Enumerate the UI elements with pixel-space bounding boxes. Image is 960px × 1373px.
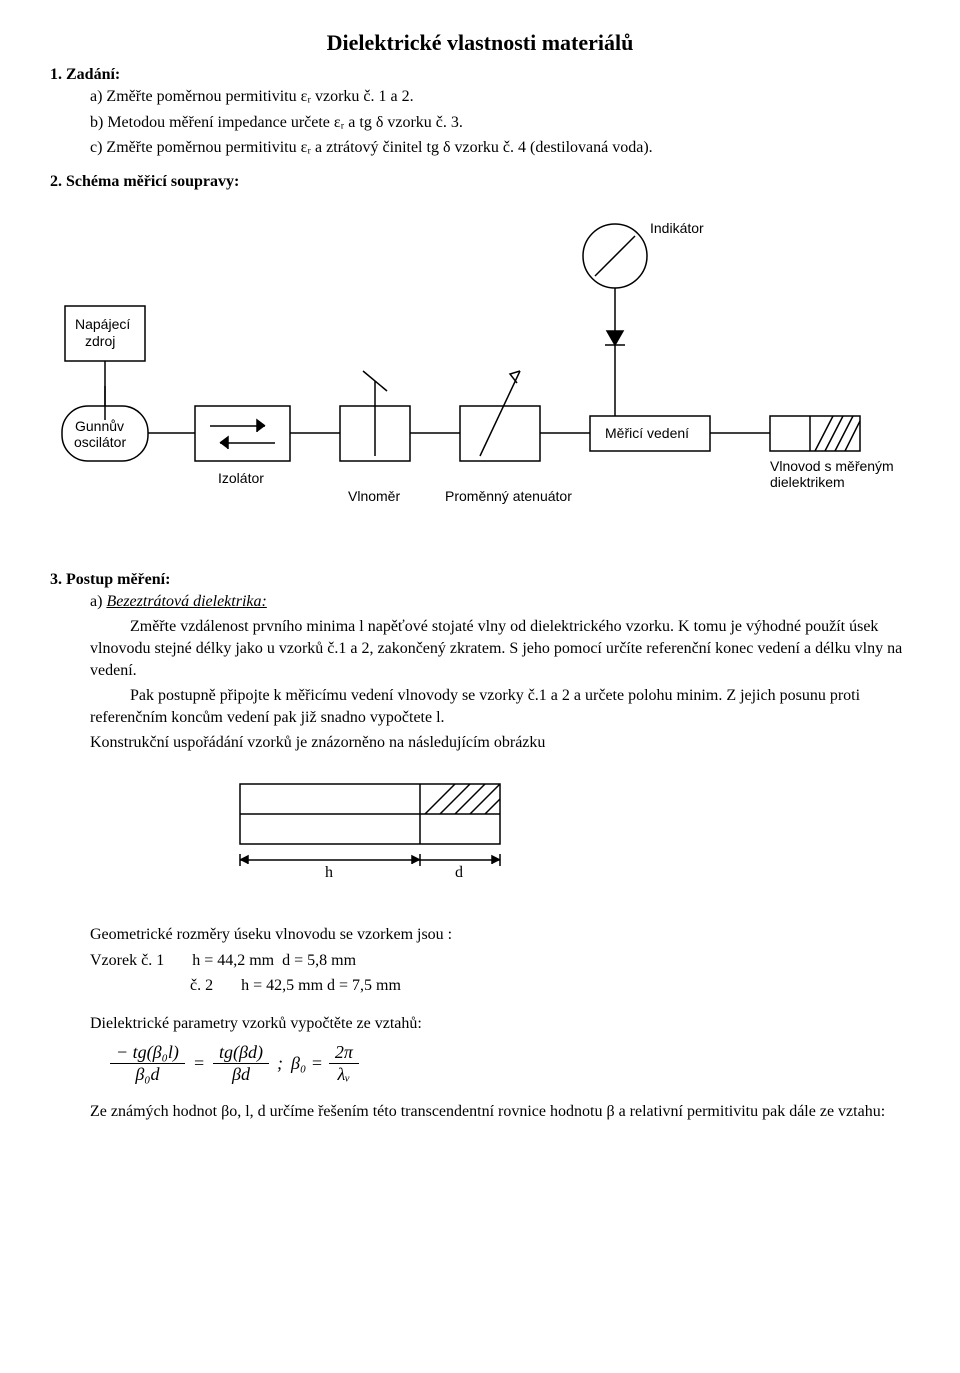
eq-lhs-num: − tg(β₀l) (110, 1042, 185, 1064)
label-vlnomer: Vlnoměr (348, 488, 400, 504)
eq-b0-den: λᵥ (331, 1064, 356, 1085)
section3-p2: Pak postupně připojte k měřicímu vedení … (50, 685, 910, 728)
eq-b0-num: 2π (329, 1042, 359, 1064)
label-izolator: Izolátor (218, 470, 264, 486)
section2-heading: 2. Schéma měřicí soupravy: (50, 173, 910, 191)
label-gunn-1: Gunnův (75, 418, 124, 434)
dim-d: d (455, 864, 463, 881)
eq-b0: β₀ = (291, 1053, 323, 1074)
section3-a-label: a) (90, 593, 102, 610)
equation-intro: Dielektrické parametry vzorků vypočtěte … (50, 1013, 910, 1035)
page-title: Dielektrické vlastnosti materiálů (50, 30, 910, 56)
section3-heading: 3. Postup měření: (50, 571, 910, 589)
geometry-row2: č. 2 h = 42,5 mm d = 7,5 mm (50, 975, 910, 997)
section3-a-title: Bezeztrátová dielektrika: (106, 593, 266, 610)
section1-heading: 1. Zadání: (50, 66, 910, 84)
label-vlnovod-1: Vlnovod s měřeným (770, 458, 894, 474)
eq-lhs-den: β₀d (129, 1064, 165, 1085)
schematic-diagram: Indikátor Napájecí zdroj Gunnův osciláto… (50, 211, 910, 541)
eq-rhs-num: tg(βd) (213, 1042, 269, 1064)
eq-rhs-den: βd (226, 1064, 256, 1085)
label-gunn-2: oscilátor (74, 434, 126, 450)
section3-p1: Změřte vzdálenost prvního minima l napěť… (50, 616, 910, 681)
dim-h: h (325, 864, 333, 881)
sample-diagram: h d (210, 774, 910, 894)
section3-p3: Konstrukční uspořádání vzorků je znázorn… (50, 732, 910, 754)
closing-text: Ze známých hodnot βo, l, d určíme řešení… (50, 1101, 910, 1123)
geometry-row1: Vzorek č. 1 h = 44,2 mm d = 5,8 mm (50, 950, 910, 972)
eq-eq1: = (193, 1053, 205, 1074)
label-atenuator: Proměnný atenuátor (445, 488, 572, 504)
label-vlnovod-2: dielektrikem (770, 474, 845, 490)
label-vedeni: Měřicí vedení (605, 425, 689, 441)
task-c: c) Změřte poměrnou permitivitu εᵣ a ztrá… (50, 137, 910, 159)
label-napajeci-2: zdroj (85, 333, 115, 349)
section3-a-line: a) Bezeztrátová dielektrika: (50, 591, 910, 613)
equation-block: − tg(β₀l) β₀d = tg(βd) βd ; β₀ = 2π λᵥ (110, 1042, 910, 1085)
geometry-intro: Geometrické rozměry úseku vlnovodu se vz… (50, 924, 910, 946)
label-napajeci-1: Napájecí (75, 316, 130, 332)
task-b: b) Metodou měření impedance určete εᵣ a … (50, 112, 910, 134)
label-indikator: Indikátor (650, 220, 704, 236)
task-a: a) Změřte poměrnou permitivitu εᵣ vzorku… (50, 86, 910, 108)
eq-semi: ; (277, 1053, 283, 1074)
